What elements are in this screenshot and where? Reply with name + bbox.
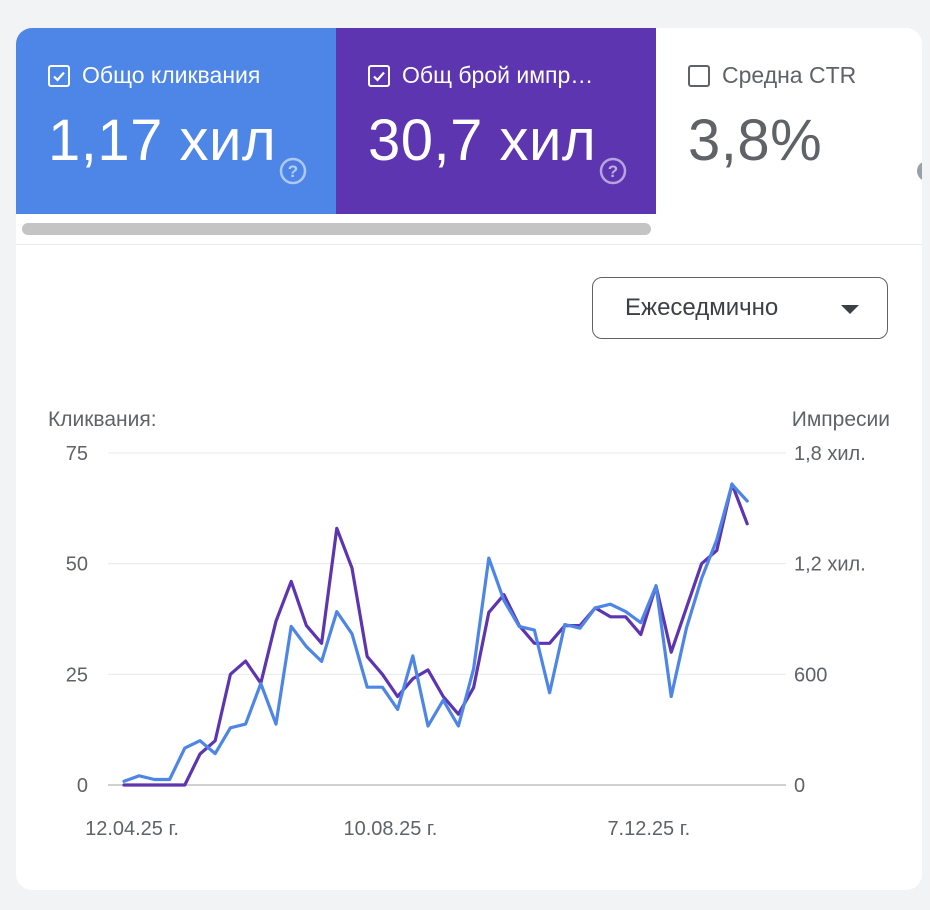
left-tick-label: 50 (66, 554, 88, 576)
left-tick-label: 25 (66, 664, 88, 686)
help-icon[interactable]: ? (598, 156, 628, 186)
next-metric-icon (917, 161, 922, 181)
metric-value: 1,17 хил (48, 108, 277, 173)
right-tick-label: 1,8 хил. (794, 443, 866, 465)
right-tick-label: 600 (794, 664, 827, 686)
metric-total-impressions[interactable]: Общ брой импр… 30,7 хил ? (336, 28, 656, 214)
metric-label: Средна CTR (722, 62, 857, 88)
metric-value: 30,7 хил (368, 108, 597, 173)
svg-text:?: ? (288, 162, 298, 181)
x-tick-label: 12.04.25 г. (85, 818, 179, 840)
checkbox-icon[interactable] (688, 64, 710, 87)
period-dropdown[interactable]: Ежеседмично (592, 277, 888, 339)
impressions-series-line (122, 482, 749, 783)
left-tick-label: 0 (77, 775, 88, 797)
left-tick-label: 75 (66, 443, 88, 465)
metric-tabs: Общо кликвания 1,17 хил ? Общ брой импр…… (16, 28, 922, 214)
right-axis-title: Импресии (791, 408, 890, 431)
left-axis-title: Кликвания: (48, 408, 157, 431)
x-tick-label: 7.12.25 г. (607, 818, 690, 840)
x-tick-label: 10.08.25 г. (343, 818, 437, 840)
right-tick-label: 0 (794, 775, 805, 797)
clicks-series-line (122, 482, 749, 787)
metric-value: 3,8% (688, 108, 823, 173)
metric-label: Общо кликвания (82, 62, 261, 88)
period-selected: Ежеседмично (625, 294, 779, 321)
horizontal-scrollbar[interactable] (16, 214, 922, 245)
right-tick-label: 1,2 хил. (794, 554, 866, 576)
scrollbar-thumb[interactable] (22, 223, 651, 235)
svg-text:?: ? (608, 162, 618, 181)
check-icon[interactable] (368, 64, 390, 87)
metric-total-clicks[interactable]: Общо кликвания 1,17 хил ? (16, 28, 336, 214)
performance-chart: 0 0 25 600 50 1,2 хил. 75 1,8 хил. 12.04.25 г. 10… (66, 443, 866, 840)
performance-card: Общо кликвания 1,17 хил ? Общ брой импр…… (16, 28, 922, 890)
help-icon[interactable]: ? (278, 156, 308, 186)
check-icon[interactable] (48, 64, 70, 87)
chevron-down-icon (841, 305, 859, 314)
metric-average-ctr[interactable]: Средна CTR 3,8% (656, 28, 922, 214)
metric-label: Общ брой импр… (402, 62, 594, 88)
